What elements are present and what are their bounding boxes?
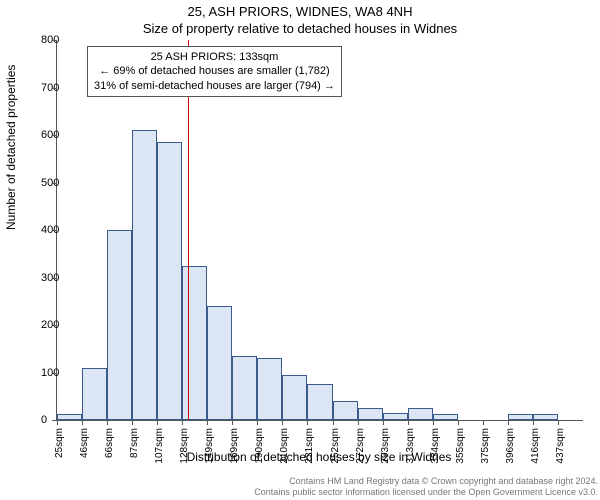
y-tick-mark <box>52 88 57 89</box>
histogram-bar <box>132 130 157 420</box>
x-tick-label: 334sqm <box>433 392 444 428</box>
histogram-bar <box>157 142 182 420</box>
x-tick-label: 87sqm <box>132 398 143 428</box>
x-tick-label: 169sqm <box>232 392 243 428</box>
annotation-line: 25 ASH PRIORS: 133sqm <box>94 50 335 64</box>
x-tick-label: 437sqm <box>558 392 569 428</box>
x-axis-label: Distribution of detached houses by size … <box>56 450 582 464</box>
y-tick-label: 600 <box>41 129 47 141</box>
y-tick-label: 500 <box>41 177 47 189</box>
y-tick-mark <box>52 325 57 326</box>
plot-area: 010020030040050060070080025sqm46sqm66sqm… <box>56 40 583 421</box>
y-tick-label: 400 <box>41 224 47 236</box>
y-tick-mark <box>52 230 57 231</box>
x-tick-label: 313sqm <box>408 392 419 428</box>
x-tick-label: 107sqm <box>157 392 168 428</box>
y-tick-mark <box>52 373 57 374</box>
histogram-bar <box>107 230 132 420</box>
y-tick-mark <box>52 183 57 184</box>
annotation-line: ← 69% of detached houses are smaller (1,… <box>94 64 335 78</box>
x-tick-label: 375sqm <box>483 392 494 428</box>
y-tick-label: 300 <box>41 272 47 284</box>
y-tick-mark <box>52 278 57 279</box>
footer-line1: Contains HM Land Registry data © Crown c… <box>0 476 598 487</box>
y-tick-label: 0 <box>41 414 47 426</box>
y-tick-label: 100 <box>41 367 47 379</box>
chart-subtitle: Size of property relative to detached ho… <box>0 21 600 36</box>
reference-line <box>188 40 189 420</box>
footer-line2: Contains public sector information licen… <box>0 487 598 498</box>
y-tick-label: 700 <box>41 82 47 94</box>
x-tick-label: 252sqm <box>333 392 344 428</box>
x-tick-label: 210sqm <box>282 392 293 428</box>
annotation-line: 31% of semi-detached houses are larger (… <box>94 79 335 93</box>
x-tick-label: 149sqm <box>207 392 218 428</box>
x-tick-label: 355sqm <box>458 392 469 428</box>
x-tick-label: 416sqm <box>533 392 544 428</box>
footer-text: Contains HM Land Registry data © Crown c… <box>0 476 600 498</box>
x-tick-label: 46sqm <box>82 398 93 428</box>
x-tick-label: 66sqm <box>107 398 118 428</box>
chart-container: 25, ASH PRIORS, WIDNES, WA8 4NH Size of … <box>0 0 600 500</box>
x-tick-label: 293sqm <box>383 392 394 428</box>
x-tick-label: 231sqm <box>307 392 318 428</box>
x-tick-label: 25sqm <box>57 398 68 428</box>
y-tick-mark <box>52 135 57 136</box>
y-tick-mark <box>52 40 57 41</box>
y-tick-label: 800 <box>41 34 47 46</box>
x-tick-label: 396sqm <box>508 392 519 428</box>
y-axis-label: Number of detached properties <box>4 65 18 230</box>
y-tick-label: 200 <box>41 319 47 331</box>
annotation-box: 25 ASH PRIORS: 133sqm← 69% of detached h… <box>87 46 342 97</box>
x-tick-label: 272sqm <box>358 392 369 428</box>
chart-title: 25, ASH PRIORS, WIDNES, WA8 4NH <box>0 4 600 19</box>
x-tick-label: 190sqm <box>257 392 268 428</box>
